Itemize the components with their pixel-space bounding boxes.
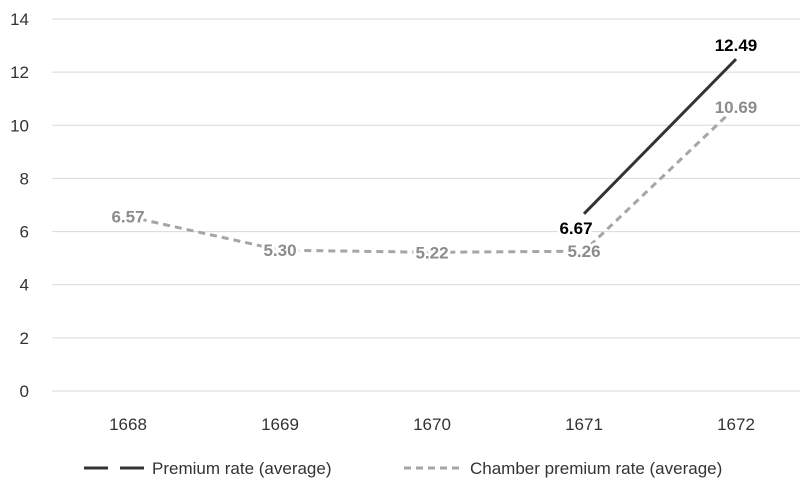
legend: Premium rate (average) Chamber premium ra… [84, 459, 722, 478]
data-label: 10.69 [715, 98, 758, 117]
x-tick-label: 1670 [413, 415, 451, 434]
series-line [127, 105, 738, 254]
y-tick-label: 10 [10, 116, 29, 135]
series-line [582, 58, 738, 215]
y-tick-label: 14 [10, 10, 29, 29]
x-tick-label: 1671 [565, 415, 603, 434]
data-label: 5.30 [263, 241, 296, 260]
y-tick-label: 4 [20, 276, 29, 295]
y-tick-label: 0 [20, 382, 29, 401]
y-tick-label: 2 [20, 329, 29, 348]
legend-label: Premium rate (average) [152, 459, 332, 478]
data-label: 6.57 [111, 207, 144, 226]
data-label: 5.26 [567, 242, 600, 261]
x-tick-label: 1668 [109, 415, 147, 434]
data-label: 12.49 [715, 36, 758, 55]
legend-label: Chamber premium rate (average) [470, 459, 722, 478]
y-axis-tick-labels: 0 2 4 6 8 10 12 14 [10, 10, 29, 401]
x-axis-tick-labels: 1668 1669 1670 1671 1672 [109, 415, 755, 434]
data-labels: 6.67 12.49 6.57 5.30 5.22 5.26 10.69 [108, 33, 760, 265]
gridlines [52, 18, 800, 392]
x-tick-label: 1672 [717, 415, 755, 434]
data-label: 6.67 [559, 219, 592, 238]
y-tick-label: 8 [20, 169, 29, 188]
x-tick-label: 1669 [261, 415, 299, 434]
data-label: 5.22 [415, 243, 448, 262]
series-lines [127, 58, 738, 254]
y-tick-label: 12 [10, 63, 29, 82]
y-tick-label: 6 [20, 223, 29, 242]
